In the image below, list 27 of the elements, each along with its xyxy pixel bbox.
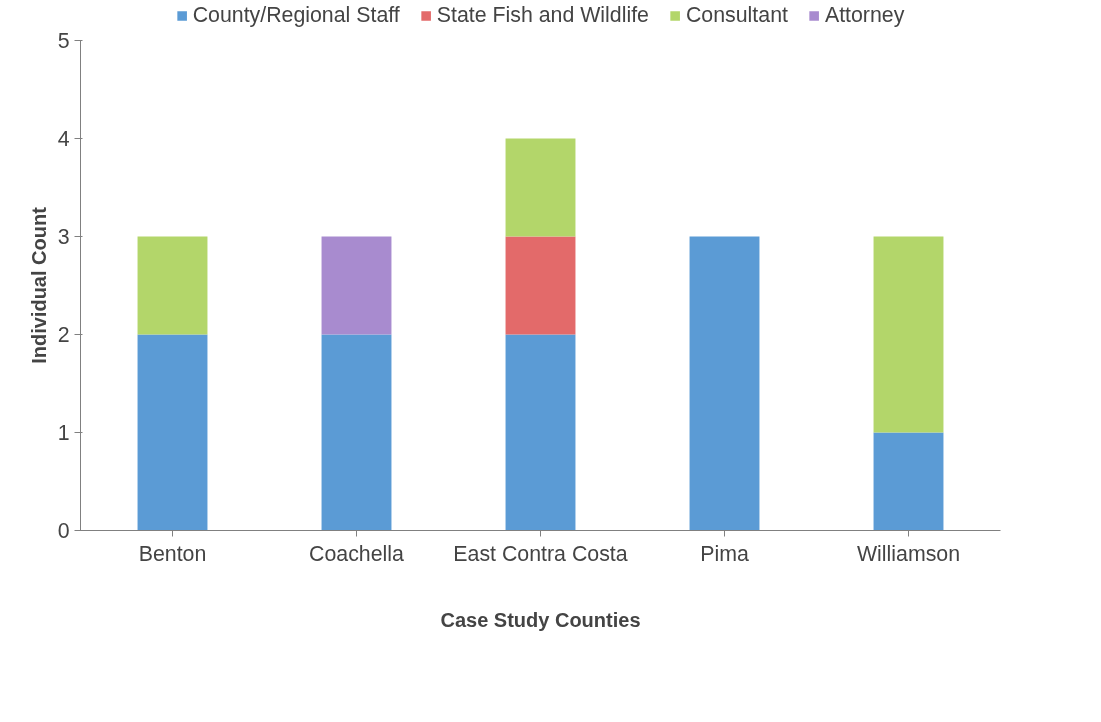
bar <box>321 236 392 335</box>
y-tick-label: 2 <box>57 323 70 347</box>
x-tick-label: East Contra Costa <box>453 541 628 566</box>
y-tick-label: 4 <box>57 127 70 151</box>
bar <box>137 334 208 531</box>
x-tick-label: Benton <box>138 541 207 566</box>
bar <box>321 334 392 531</box>
bar <box>505 236 576 335</box>
bar <box>689 236 760 531</box>
legend-label: Attorney <box>824 2 905 28</box>
legend-label: Consultant <box>685 2 788 28</box>
legend-label: State Fish and Wildlife <box>436 2 649 28</box>
y-axis-title: Individual Count <box>27 206 50 364</box>
bar <box>137 236 208 335</box>
y-tick-label: 0 <box>57 519 70 543</box>
x-axis-title: Case Study Counties <box>440 608 641 631</box>
x-tick-label: Pima <box>700 541 749 566</box>
bar <box>873 432 944 531</box>
bar <box>505 138 576 237</box>
y-tick-label: 3 <box>57 225 70 249</box>
bar <box>505 334 576 531</box>
x-tick-label: Williamson <box>856 541 961 566</box>
y-tick-label: 5 <box>57 29 70 53</box>
y-tick-label: 1 <box>57 421 70 445</box>
x-tick-label: Coachella <box>309 541 405 566</box>
bar <box>873 236 944 433</box>
legend-label: County/Regional Staff <box>192 2 400 28</box>
